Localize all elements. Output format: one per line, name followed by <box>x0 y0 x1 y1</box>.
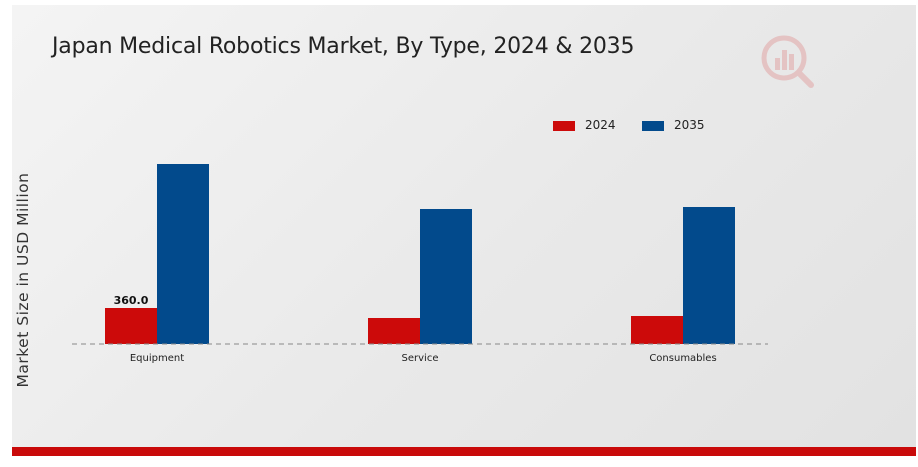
bar-consumables-2035 <box>683 207 735 344</box>
legend-label-2035: 2035 <box>674 118 705 132</box>
market-research-logo-icon <box>761 35 814 88</box>
bar-consumables-2024 <box>631 316 683 344</box>
bar-equipment-2035 <box>157 164 209 344</box>
x-tick-label-service: Service <box>402 353 439 364</box>
bar-service-2035 <box>420 209 472 344</box>
bar-equipment-2024 <box>105 308 157 344</box>
data-label-equipment-2024: 360.0 <box>114 294 149 307</box>
bottom-accent-bar <box>12 447 916 456</box>
bar-service-2024 <box>368 318 420 344</box>
legend-label-2024: 2024 <box>585 118 616 132</box>
chart-title: Japan Medical Robotics Market, By Type, … <box>52 34 635 59</box>
x-tick-label-consumables: Consumables <box>649 353 716 364</box>
legend-swatch-2035 <box>642 121 664 131</box>
legend-swatch-2024 <box>553 121 575 131</box>
x-tick-label-equipment: Equipment <box>130 353 184 364</box>
